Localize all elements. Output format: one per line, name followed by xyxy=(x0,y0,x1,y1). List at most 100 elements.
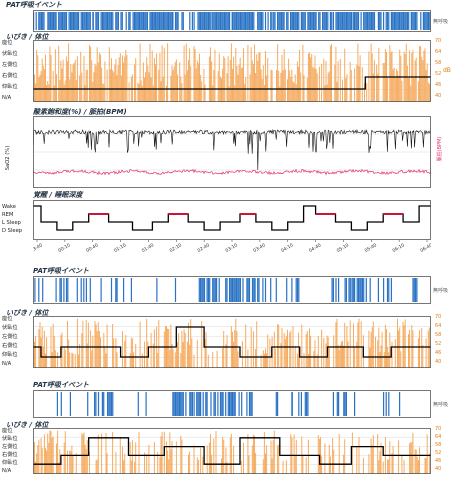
time-tick-label: 23:40 xyxy=(33,242,44,254)
pat-event-bar xyxy=(239,12,241,30)
pat-event-bar xyxy=(341,12,344,30)
pat-event-bar xyxy=(251,12,254,30)
snore-bar xyxy=(124,340,126,368)
pat-event-bar xyxy=(49,12,52,30)
position-line xyxy=(33,326,431,358)
snore-bar xyxy=(172,349,174,368)
snore-bar xyxy=(129,353,131,368)
pat-event-bar xyxy=(169,12,171,30)
snore-bar xyxy=(398,440,400,474)
snore-bar xyxy=(211,61,213,102)
snore-bar xyxy=(207,354,209,368)
pat-event-bar xyxy=(360,278,362,302)
pat-event-bar xyxy=(271,12,273,30)
snore-bar xyxy=(191,338,193,368)
snore-bar xyxy=(343,345,345,368)
pat-event-bar xyxy=(412,12,414,30)
pulse-series-line xyxy=(33,168,431,176)
pat-event-bar xyxy=(243,12,245,30)
db-ticks-2: 70 64 58 52 46 40 xyxy=(433,314,451,370)
snore-bar xyxy=(270,440,272,474)
pat-event-bar xyxy=(314,12,316,30)
snore-bar xyxy=(371,445,373,474)
time-tick-label: 03:40 xyxy=(252,242,266,254)
snore-bar xyxy=(357,322,359,368)
snore-bar xyxy=(235,318,237,368)
position-label: 左側位 xyxy=(2,62,18,68)
snore-bar xyxy=(258,52,260,102)
snore-bar xyxy=(150,332,152,368)
snore-bar xyxy=(266,445,268,474)
snore-bar xyxy=(115,451,117,474)
snore-bar xyxy=(427,82,429,102)
snore-bar xyxy=(213,438,215,474)
snore-bar xyxy=(43,330,45,368)
snore-bar xyxy=(98,52,100,102)
snore-bar xyxy=(333,335,335,368)
snore-bar xyxy=(83,55,85,102)
pat-event-bar xyxy=(89,12,91,30)
snore-bar xyxy=(234,85,236,102)
snore-bar xyxy=(417,460,419,474)
snore-bar xyxy=(57,430,59,474)
pat-event-bar xyxy=(413,278,415,302)
pat-event-bar xyxy=(300,12,302,30)
pat-event-bar xyxy=(230,278,232,302)
snore-bar xyxy=(337,345,339,368)
snore-bar xyxy=(59,79,61,102)
snore-bar xyxy=(63,346,65,368)
pat-event-bar xyxy=(295,12,297,30)
pat-event-bar xyxy=(257,278,259,302)
pat-event-bar xyxy=(140,12,142,30)
snore-bar xyxy=(361,67,363,102)
snore-bar xyxy=(420,46,422,102)
time-tick-label: 03:10 xyxy=(224,242,238,254)
pat-event-bar xyxy=(343,12,345,30)
pat-event-bar xyxy=(393,12,395,30)
snore-bar xyxy=(153,58,155,102)
snore-bar xyxy=(278,70,280,102)
snore-bar xyxy=(382,63,384,102)
snore-bar xyxy=(181,330,183,368)
snore-bar xyxy=(401,80,403,102)
pat-event-bar xyxy=(65,278,68,302)
pat-event-bar xyxy=(80,278,82,302)
snore-bar xyxy=(306,77,308,102)
pat-event-bar xyxy=(264,278,267,302)
snore-bar xyxy=(169,350,171,368)
snore-bar xyxy=(342,79,343,102)
position-label: N/A xyxy=(2,95,12,101)
pat-event-bar xyxy=(325,12,328,30)
snore-bar xyxy=(410,442,412,474)
pat-event-bar xyxy=(246,392,248,416)
pat-event-bar xyxy=(198,392,200,416)
snore-bar xyxy=(222,436,224,474)
pat-event-bar xyxy=(372,12,374,30)
snore-bar xyxy=(277,324,279,368)
snore-bar xyxy=(175,59,177,102)
pat-event-bar xyxy=(203,12,206,30)
snore-bar xyxy=(129,442,131,474)
snore-bar xyxy=(79,344,81,368)
snore-bar xyxy=(425,457,427,474)
snore-bar xyxy=(403,459,405,474)
snore-bar xyxy=(271,458,273,474)
snore-bar xyxy=(404,319,406,368)
pat-event-bar xyxy=(395,12,397,30)
position-line xyxy=(33,76,431,90)
pat-event-bar xyxy=(363,278,365,302)
db-tick: 46 xyxy=(435,458,442,464)
plot-frame xyxy=(33,200,431,240)
snore-bar xyxy=(321,63,323,102)
snore-bar xyxy=(323,58,325,102)
snore-bar xyxy=(373,60,375,102)
snore-bar xyxy=(208,56,210,102)
snore-bar xyxy=(400,55,402,102)
snore-bar xyxy=(117,65,119,102)
snore-bar xyxy=(317,435,319,474)
snore-bar xyxy=(153,441,155,474)
snore-bar xyxy=(81,333,83,368)
snore-bar xyxy=(344,48,346,102)
pat-event-bar xyxy=(213,12,215,30)
snore-bar xyxy=(399,327,401,368)
